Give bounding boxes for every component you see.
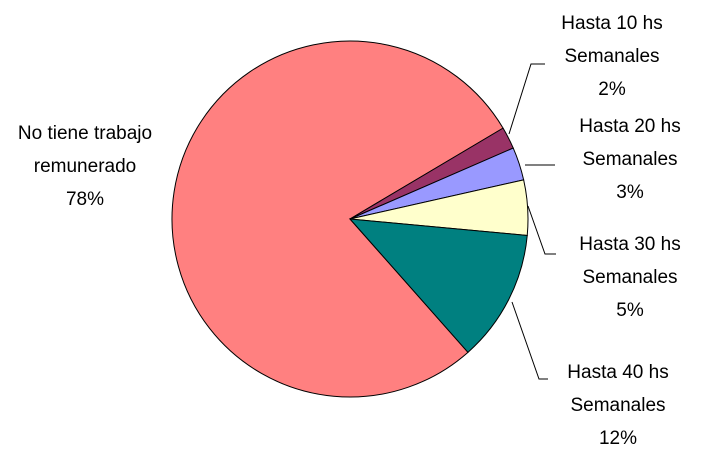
pie-slice [171, 40, 504, 398]
value-label: 2% [598, 79, 626, 100]
leader-line [511, 301, 548, 380]
page: No tiene trabajo remunerado 78% Hasta 10 … [15, 7, 700, 449]
pie-slice [348, 218, 528, 354]
category-label: No tiene trabajo remunerado [17, 123, 153, 177]
leader-lines [508, 63, 556, 380]
leader-line [527, 205, 556, 255]
slice-label: Hasta 10 hs Semanales 2% [542, 7, 682, 106]
slice-label: Hasta 40 hs Semanales 12% [548, 356, 688, 455]
category-label: Hasta 30 hs Semanales [579, 234, 681, 288]
value-label: 3% [616, 182, 644, 203]
category-label: Hasta 40 hs Semanales [567, 362, 669, 416]
category-label: Hasta 10 hs Semanales [561, 13, 663, 67]
value-label: 78% [65, 189, 105, 210]
leader-line [508, 63, 545, 135]
slice-label: No tiene trabajo remunerado 78% [15, 117, 155, 216]
value-label: 5% [616, 300, 644, 321]
pie [171, 40, 529, 398]
chart [171, 40, 556, 398]
slice-label: Hasta 30 hs Semanales 5% [560, 228, 700, 327]
category-label: Hasta 20 hs Semanales [579, 116, 681, 170]
slice-label: Hasta 20 hs Semanales 3% [560, 110, 700, 209]
